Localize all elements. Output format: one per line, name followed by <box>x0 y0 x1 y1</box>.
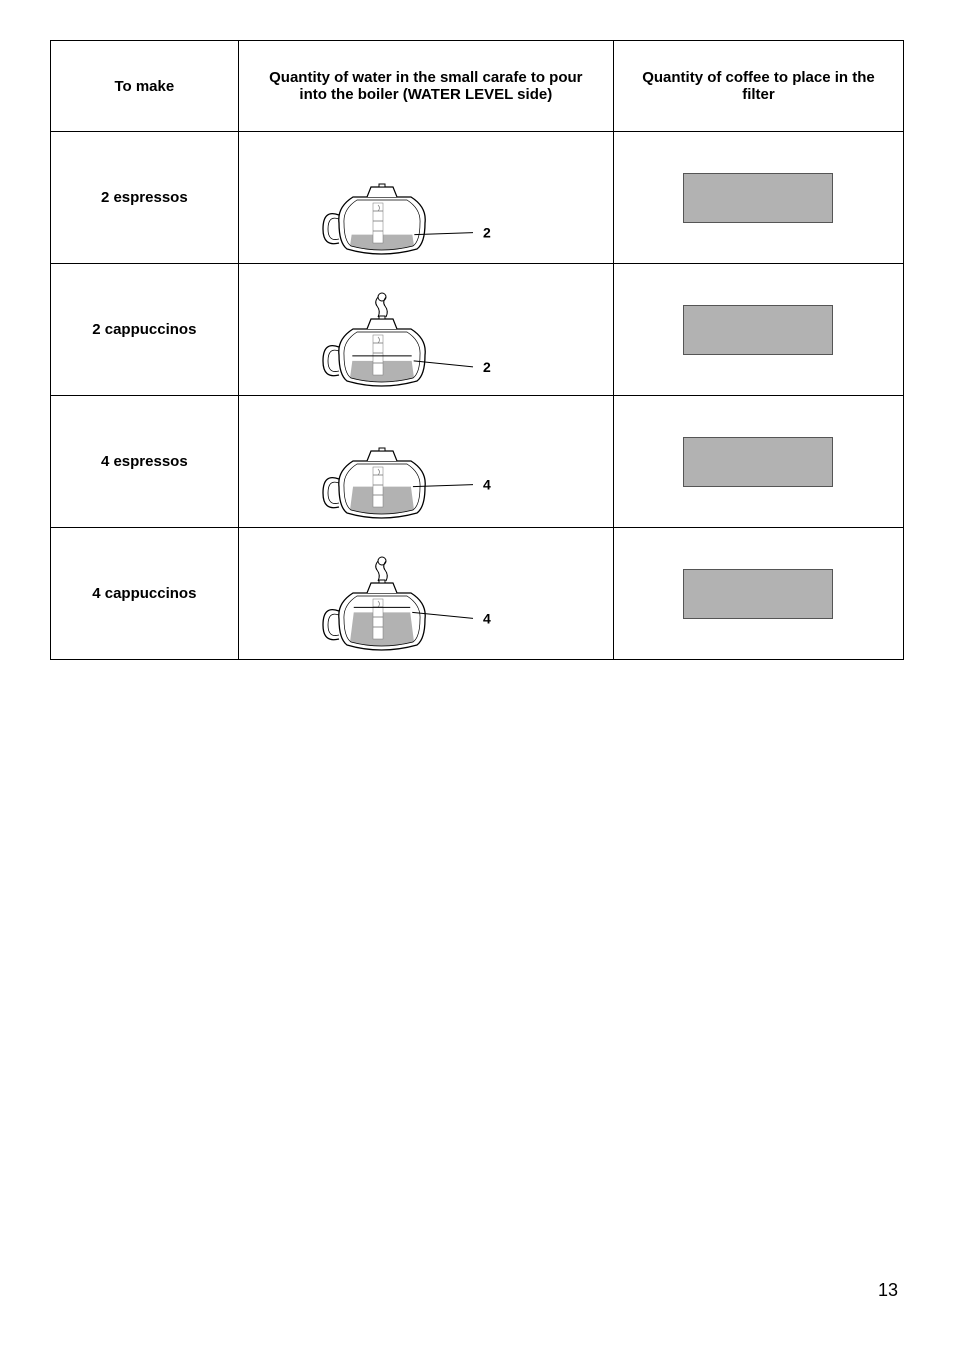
carafe-level-label: 4 <box>483 610 491 626</box>
coffee-cell <box>613 264 903 396</box>
carafe-level-label: 4 <box>483 477 491 493</box>
coffee-quantity-box <box>683 437 833 487</box>
water-cell: 2 <box>238 132 613 264</box>
header-coffee-qty: Quantity of coffee to place in the filte… <box>613 41 903 132</box>
row-label: 2 cappuccinos <box>51 264 239 396</box>
carafe-diagram: 4 <box>311 543 541 653</box>
table-body: 2 espressos 2 2 cappuccinos <box>51 132 904 660</box>
page-content: To make Quantity of water in the small c… <box>0 0 954 700</box>
table-header-row: To make Quantity of water in the small c… <box>51 41 904 132</box>
table-row: 4 cappuccinos 4 <box>51 528 904 660</box>
header-water-qty: Quantity of water in the small carafe to… <box>238 41 613 132</box>
carafe-diagram: 2 <box>311 279 541 389</box>
carafe-wrap: 2 <box>245 270 607 389</box>
coffee-table: To make Quantity of water in the small c… <box>50 40 904 660</box>
carafe-diagram: 4 <box>311 411 541 521</box>
table-row: 2 espressos 2 <box>51 132 904 264</box>
coffee-quantity-box <box>683 173 833 223</box>
coffee-cell <box>613 396 903 528</box>
carafe-wrap: 4 <box>245 402 607 521</box>
water-cell: 4 <box>238 528 613 660</box>
header-to-make: To make <box>51 41 239 132</box>
row-label: 2 espressos <box>51 132 239 264</box>
water-cell: 2 <box>238 264 613 396</box>
carafe-diagram: 2 <box>311 147 541 257</box>
table-row: 4 espressos 4 <box>51 396 904 528</box>
water-cell: 4 <box>238 396 613 528</box>
carafe-wrap: 4 <box>245 534 607 653</box>
coffee-cell <box>613 528 903 660</box>
coffee-quantity-box <box>683 569 833 619</box>
row-label: 4 cappuccinos <box>51 528 239 660</box>
page-number: 13 <box>878 1280 898 1301</box>
row-label: 4 espressos <box>51 396 239 528</box>
carafe-wrap: 2 <box>245 138 607 257</box>
table-row: 2 cappuccinos 2 <box>51 264 904 396</box>
coffee-quantity-box <box>683 305 833 355</box>
coffee-cell <box>613 132 903 264</box>
carafe-level-label: 2 <box>483 359 491 375</box>
carafe-level-label: 2 <box>483 225 491 241</box>
